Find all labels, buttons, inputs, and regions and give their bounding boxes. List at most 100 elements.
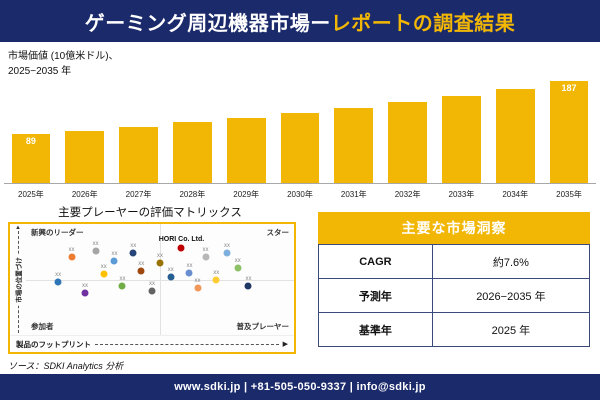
footer-bar: www.sdki.jp | +81-505-050-9337 | info@sd…	[0, 374, 600, 400]
bar	[172, 122, 212, 183]
matrix-point-label: xx	[111, 250, 118, 257]
matrix-point	[148, 287, 156, 295]
key-insights-panel: 主要な市場洞察 CAGR 約7.6% 予測年 2026−2035 年基準年 2025 年	[318, 212, 591, 347]
matrix-point	[81, 289, 89, 297]
insights-row-value: 約7.6%	[431, 244, 591, 279]
bar	[495, 89, 535, 183]
matrix-y-axis-label: 市場の位置づけ	[13, 253, 23, 306]
x-axis-dashed-line	[95, 343, 279, 345]
matrix-point	[100, 270, 108, 278]
bar-column: 89	[4, 134, 58, 183]
year-tick-label: 2029年	[233, 190, 260, 199]
quadrant-label-emerging-leaders: 新興のリーダー	[31, 228, 84, 237]
matrix-point	[234, 264, 242, 272]
insights-header: 主要な市場洞察	[318, 212, 590, 244]
matrix-point-label: xx	[68, 247, 75, 254]
market-value-bar-chart: 市場価値 (10億米ドル)、 2025−2035 年 89 187 2025年 20…	[0, 42, 600, 200]
matrix-point	[156, 259, 164, 267]
x-axis-labels: 2025年 2026年 2027年 2028年 2029年 2030年 2031年 2032年…	[4, 186, 596, 200]
quadrant-label-pervasive-players: 普及プレーヤー	[236, 322, 290, 331]
matrix-point	[92, 247, 100, 255]
chart-axis-label: 市場価値 (10億米ドル)、 2025−2035 年	[8, 50, 119, 79]
competitor-matrix: ▲ 市場の位置づけ 新興のリーダー スター 参加者 普及プレーヤー xx xx xx…	[8, 222, 296, 354]
matrix-title: 主要プレーヤーの評価マトリックス	[58, 207, 242, 219]
matrix-point-label: xx	[194, 278, 201, 285]
bar	[65, 131, 105, 183]
year-tick-label: 2030年	[287, 190, 313, 199]
matrix-point	[194, 284, 202, 292]
matrix-point	[202, 253, 210, 261]
bar	[334, 108, 374, 183]
bar-column	[327, 108, 381, 183]
year-tick-label: 2028年	[179, 190, 206, 199]
matrix-point	[167, 273, 175, 281]
matrix-point	[212, 276, 220, 283]
matrix-plot-area: 新興のリーダー スター 参加者 普及プレーヤー xx xx xx xx xx xx xx xx…	[26, 224, 294, 335]
matrix-point-label: xx	[100, 263, 107, 270]
matrix-y-axis: ▲ 市場の位置づけ	[10, 224, 26, 335]
bar: 187	[549, 81, 589, 183]
matrix-point-label: xx	[81, 282, 88, 289]
year-tick-label: 2032年	[394, 190, 421, 199]
bar-column	[112, 127, 166, 183]
quadrant-label-participants: 参加者	[31, 322, 54, 331]
year-tick-label: 2034年	[502, 190, 529, 199]
year-tick-label: 2025年	[18, 190, 44, 199]
matrix-point	[118, 282, 126, 290]
bar-column	[165, 122, 219, 183]
bar: 89	[11, 134, 51, 183]
matrix-point	[68, 253, 76, 261]
matrix-point	[185, 269, 193, 277]
bar-column	[219, 118, 273, 183]
matrix-point-label: xx	[92, 240, 99, 247]
year-tick-label: 2027年	[125, 190, 152, 199]
insights-row-value: 2026−2035 年	[431, 278, 591, 313]
matrix-point	[223, 249, 231, 257]
y-axis-arrow-icon: ▲	[15, 225, 21, 231]
bar-column	[273, 113, 327, 183]
chart-axis-label-line2: 2025−2035 年	[8, 65, 72, 77]
matrix-point-label: xx	[234, 258, 241, 265]
matrix-point-label: xx	[55, 271, 62, 278]
matrix-point-label: xx	[186, 262, 193, 269]
matrix-point	[54, 278, 62, 286]
matrix-point-label: xx	[224, 242, 230, 249]
matrix-point-label: xx	[213, 269, 220, 276]
bar-column	[58, 131, 112, 183]
bar-column	[488, 89, 542, 183]
matrix-point-label: xx	[148, 280, 155, 287]
insights-row-label: 基準年	[318, 312, 433, 347]
matrix-point	[129, 249, 137, 257]
matrix-point	[244, 282, 252, 290]
source-note: ソース：SDKI Analytics 分析	[8, 361, 124, 371]
matrix-point-label: xx	[119, 275, 126, 282]
matrix-x-axis: 製品のフットプリント ▶	[10, 335, 294, 352]
bar-value-label: 187	[561, 83, 577, 93]
matrix-point-company-label: HORI Co. Ltd.	[158, 236, 205, 244]
chart-axis-label-line1: 市場価値 (10億米ドル)、	[8, 51, 119, 62]
bar	[119, 127, 158, 183]
page-title: ゲーミング周辺機器市場ーレポートの調査結果	[85, 7, 516, 36]
year-tick-label: 2033年	[448, 190, 475, 199]
bar-column: 187	[542, 81, 596, 183]
matrix-point-label: xx	[245, 275, 252, 282]
insights-row-label: 予測年	[318, 278, 433, 313]
bar-value-label: 89	[25, 136, 36, 146]
bar-series: 89 187	[4, 80, 596, 184]
year-tick-label: 2026年	[71, 190, 98, 199]
matrix-point	[137, 267, 145, 275]
bar-column	[381, 102, 435, 183]
insights-row: 予測年 2026−2035 年	[318, 278, 591, 313]
x-axis-arrow-icon: ▶	[282, 340, 288, 348]
matrix-point-label: xx	[138, 260, 145, 267]
year-tick-label: 2031年	[340, 190, 367, 199]
bar	[226, 118, 266, 183]
matrix-point-label: xx	[157, 252, 163, 259]
page-title-gold: レポートの調査結果	[330, 12, 516, 35]
matrix-x-axis-label: 製品のフットプリント	[16, 339, 91, 349]
matrix-point	[177, 244, 185, 252]
bar-column	[435, 96, 489, 183]
matrix-point-label: xx	[130, 242, 137, 249]
quadrant-label-stars: スター	[266, 228, 290, 237]
